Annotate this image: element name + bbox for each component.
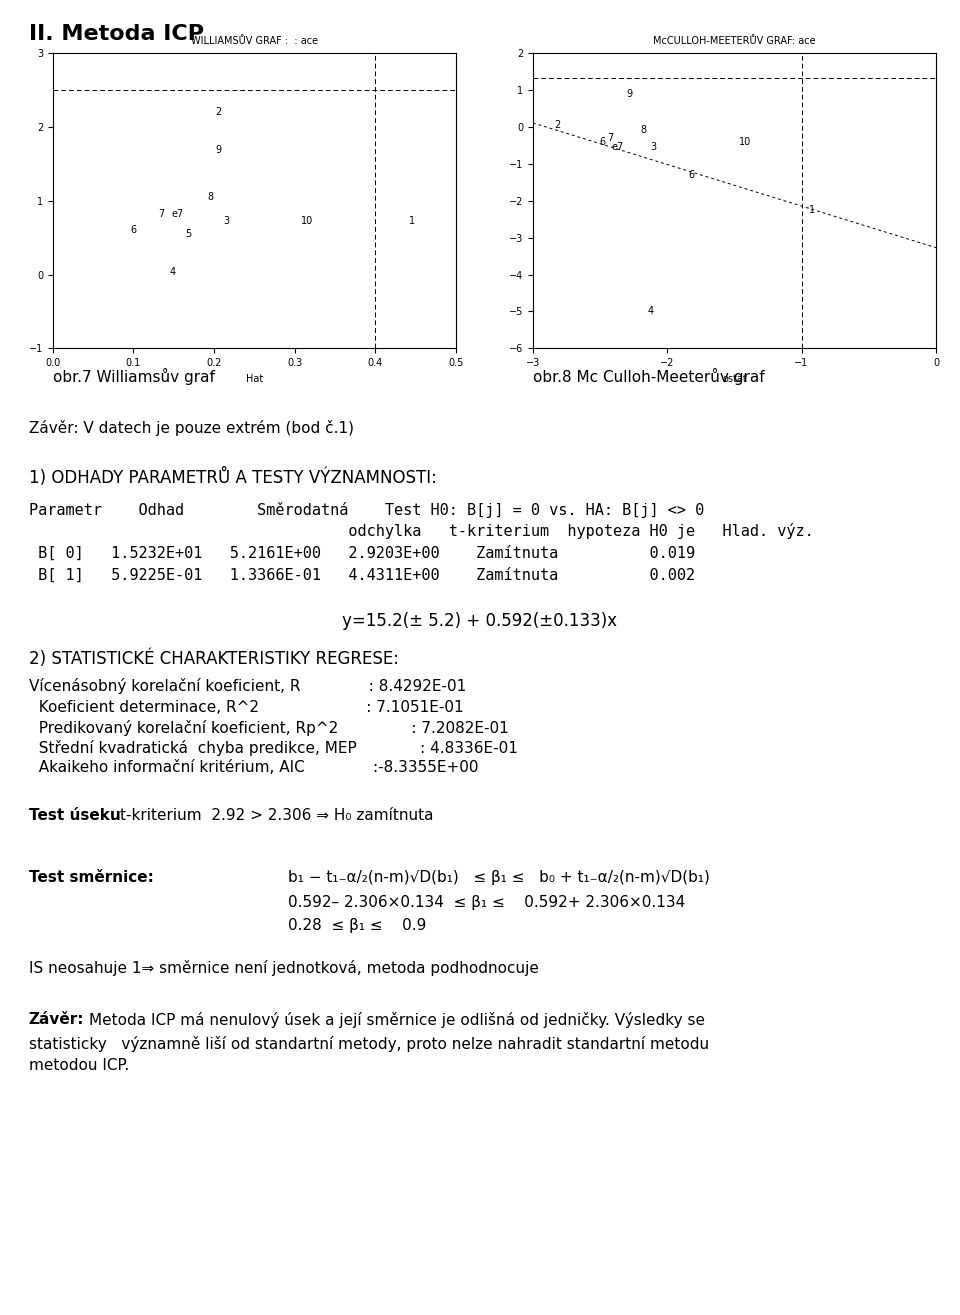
Text: 1: 1 xyxy=(409,216,415,226)
Text: 9: 9 xyxy=(627,89,633,99)
Text: 10: 10 xyxy=(739,137,752,147)
Text: b₁ − t₁₋α/₂(n-m)√D(b₁)   ≤ β₁ ≤   b₀ + t₁₋α/₂(n-m)√D(b₁): b₁ − t₁₋α/₂(n-m)√D(b₁) ≤ β₁ ≤ b₀ + t₁₋α/… xyxy=(288,871,709,885)
Text: 2) STATISTICKÉ CHARAKTERISTIKY REGRESE:: 2) STATISTICKÉ CHARAKTERISTIKY REGRESE: xyxy=(29,650,398,668)
Text: B[ 1]   5.9225E-01   1.3366E-01   4.4311E+00    Zamítnuta          0.002: B[ 1] 5.9225E-01 1.3366E-01 4.4311E+00 Z… xyxy=(29,568,695,584)
Text: obr.7 Williamsův graf: obr.7 Williamsův graf xyxy=(53,368,215,385)
Text: 3: 3 xyxy=(223,216,229,226)
Text: metodou ICP.: metodou ICP. xyxy=(29,1059,129,1073)
Text: 4: 4 xyxy=(169,267,176,277)
Text: 2: 2 xyxy=(554,120,560,130)
Text: 5: 5 xyxy=(185,229,191,239)
Text: 6: 6 xyxy=(131,225,136,235)
X-axis label: Hat: Hat xyxy=(246,373,263,384)
Text: 1) ODHADY PARAMETRŮ A TESTY VÝZNAMNOSTI:: 1) ODHADY PARAMETRŮ A TESTY VÝZNAMNOSTI: xyxy=(29,468,437,487)
Text: Závěr: V datech je pouze extrém (bod č.1): Závěr: V datech je pouze extrém (bod č.1… xyxy=(29,419,354,437)
Text: 6: 6 xyxy=(600,137,606,147)
Text: : t-kriterium  2.92 > 2.306 ⇒ H₀ zamítnuta: : t-kriterium 2.92 > 2.306 ⇒ H₀ zamítnut… xyxy=(110,807,434,823)
Text: Koeficient determinace, R^2                      : 7.1051E-01: Koeficient determinace, R^2 : 7.1051E-01 xyxy=(29,700,464,715)
Text: Vícenásobný korelační koeficient, R              : 8.4292E-01: Vícenásobný korelační koeficient, R : 8.… xyxy=(29,679,466,694)
Text: Test směrnice:: Test směrnice: xyxy=(29,871,154,885)
Text: Akaikeho informační kritérium, AIC              :-8.3355E+00: Akaikeho informační kritérium, AIC :-8.3… xyxy=(29,760,478,775)
Text: Střední kvadratická  chyba predikce, MEP             : 4.8336E-01: Střední kvadratická chyba predikce, MEP … xyxy=(29,740,517,756)
Text: Metoda ICP má nenulový úsek a její směrnice je odlišná od jedničky. Výsledky se: Metoda ICP má nenulový úsek a její směrn… xyxy=(89,1013,706,1028)
Text: 9: 9 xyxy=(215,145,221,155)
Text: 1: 1 xyxy=(809,205,815,214)
Text: 8: 8 xyxy=(207,192,213,201)
Title: WILLIAMSŮV GRAF :  : ace: WILLIAMSŮV GRAF : : ace xyxy=(191,37,318,46)
Text: Závěr:: Závěr: xyxy=(29,1013,84,1027)
Text: odchylka   t-kriterium  hypoteza H0 je   Hlad. výz.: odchylka t-kriterium hypoteza H0 je Hlad… xyxy=(29,523,813,539)
Text: Parametr    Odhad        Směrodatná    Test H0: B[j] = 0 vs. HA: B[j] <> 0: Parametr Odhad Směrodatná Test H0: B[j] … xyxy=(29,502,704,518)
Text: 4: 4 xyxy=(648,306,654,317)
Text: IS neosahuje 1⇒ směrnice není jednotková, metoda podhodnocuje: IS neosahuje 1⇒ směrnice není jednotková… xyxy=(29,960,539,976)
Text: II. Metoda ICP: II. Metoda ICP xyxy=(29,24,204,43)
Text: B[ 0]   1.5232E+01   5.2161E+00   2.9203E+00    Zamítnuta          0.019: B[ 0] 1.5232E+01 5.2161E+00 2.9203E+00 Z… xyxy=(29,546,695,562)
Text: 6: 6 xyxy=(688,171,694,180)
Text: 10: 10 xyxy=(300,216,313,226)
Text: Test úseku: Test úseku xyxy=(29,807,121,823)
Text: 7: 7 xyxy=(158,209,165,218)
Text: 3: 3 xyxy=(651,142,657,153)
Title: McCULLOH-MEETERŮV GRAF: ace: McCULLOH-MEETERŮV GRAF: ace xyxy=(653,37,816,46)
Text: statisticky   významně liší od standartní metody, proto nelze nahradit standartn: statisticky významně liší od standartní … xyxy=(29,1036,708,1052)
Text: 0.28  ≤ β₁ ≤    0.9: 0.28 ≤ β₁ ≤ 0.9 xyxy=(288,918,426,934)
Text: 2: 2 xyxy=(215,107,221,117)
Text: 7: 7 xyxy=(608,133,613,143)
Text: obr.8 Mc Culloh-Meeterův graf: obr.8 Mc Culloh-Meeterův graf xyxy=(533,368,764,385)
X-axis label: ostat: ostat xyxy=(722,373,747,384)
Text: 0.592– 2.306×0.134  ≤ β₁ ≤    0.592+ 2.306×0.134: 0.592– 2.306×0.134 ≤ β₁ ≤ 0.592+ 2.306×0… xyxy=(288,896,685,910)
Text: y=15.2(± 5.2) + 0.592(±0.133)x: y=15.2(± 5.2) + 0.592(±0.133)x xyxy=(343,611,617,630)
Text: e7: e7 xyxy=(172,209,184,218)
Text: Predikovaný korelační koeficient, Rp^2               : 7.2082E-01: Predikovaný korelační koeficient, Rp^2 :… xyxy=(29,721,509,736)
Text: 8: 8 xyxy=(640,125,646,134)
Text: e7: e7 xyxy=(612,142,624,153)
